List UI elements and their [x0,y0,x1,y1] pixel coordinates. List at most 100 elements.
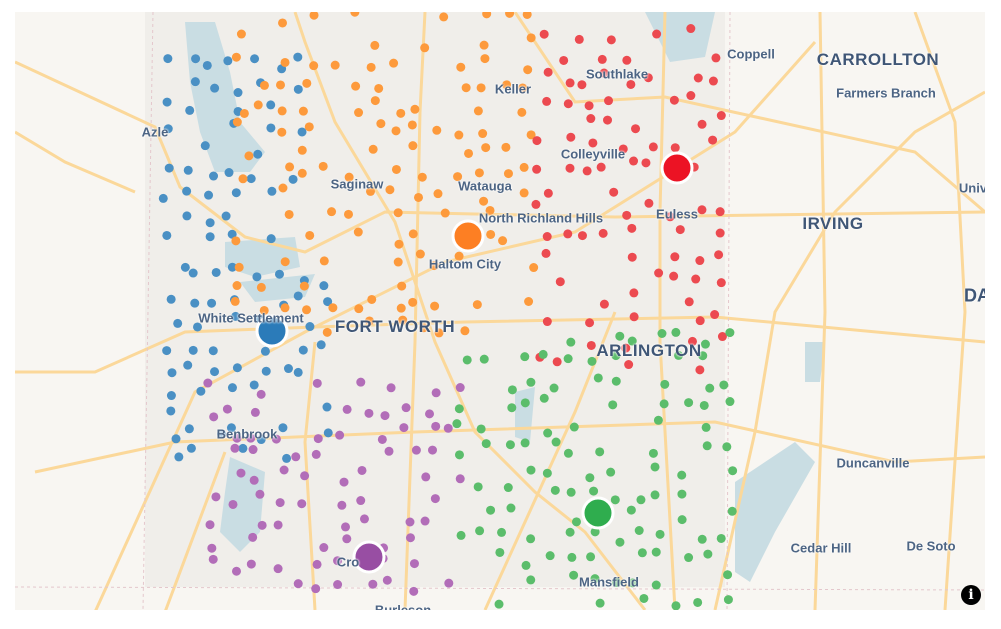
purple-cluster-point [313,434,323,444]
orange-cluster-point [529,263,539,273]
red-cluster-point [643,73,653,83]
orange-cluster-point [454,130,464,140]
blue-cluster-point [191,54,201,64]
green-cluster-point [526,377,536,387]
green-cluster-point [476,424,486,434]
purple-cluster-point [257,520,267,530]
orange-cluster-point [434,328,444,338]
purple-cluster-point [411,445,421,455]
blue-cluster-point [190,77,200,87]
blue-cluster-point [202,60,212,70]
green-cluster-point [587,356,597,366]
green-cluster-point [462,355,472,365]
place-label-nrh: North Richland Hills [478,210,604,226]
blue-cluster-point [167,368,177,378]
orange-cluster-point [519,162,529,172]
blue-cluster-point [164,163,174,173]
place-label-dallas: DA [964,285,985,306]
blue-cluster-point [227,229,237,239]
purple-cluster-point [386,383,396,393]
red-cluster-centroid[interactable] [660,151,694,185]
red-cluster-point [577,80,587,90]
orange-cluster-point [236,29,246,39]
blue-cluster-point [267,186,277,196]
orange-cluster-point [330,60,340,70]
blue-cluster-point [238,443,248,453]
green-cluster-point [563,354,573,364]
orange-cluster-point [368,144,378,154]
place-label-euless: Euless [656,206,698,222]
red-cluster-point [577,231,587,241]
red-cluster-point [716,278,726,288]
blue-cluster-point [209,171,219,181]
orange-cluster-point [364,316,374,326]
red-cluster-point [693,73,703,83]
purple-cluster-point [279,465,289,475]
place-label-crowley: Cro [336,554,360,570]
blue-cluster-point [221,211,231,221]
orange-cluster-point [309,12,319,20]
green-cluster-point [660,379,670,389]
green-cluster-point [677,470,687,480]
orange-cluster-point [302,78,312,88]
red-cluster-point [543,67,553,77]
green-cluster-point [700,339,710,349]
purple-cluster-point [208,554,218,564]
blue-cluster-point [297,127,307,137]
orange-cluster-point [454,251,464,261]
green-cluster-point [615,537,625,547]
blue-cluster-point [253,149,263,159]
map[interactable]: Azle Saginaw Keller Southlake Colleyville Wat… [15,12,985,610]
blue-cluster-centroid[interactable] [255,314,289,348]
green-cluster-point [608,400,618,410]
green-cluster-point [677,515,687,525]
place-label-colleyville: Colleyville [560,146,626,162]
purple-cluster-point [275,498,285,508]
blue-cluster-point [282,453,292,463]
orange-cluster-point [344,172,354,182]
green-cluster-centroid[interactable] [581,496,615,530]
red-cluster-point [717,332,727,342]
purple-cluster-point [380,411,390,421]
red-cluster-point [563,229,573,239]
place-label-benbrook: Benbrook [216,426,278,442]
purple-cluster-point [425,409,435,419]
cluster-centroids [255,151,694,574]
place-label-keller: Keller [494,81,532,97]
orange-cluster-point [481,143,491,153]
purple-cluster-point [333,580,343,590]
blue-cluster-point [200,141,210,151]
blue-cluster-point [184,424,194,434]
purple-cluster-point [222,404,232,414]
purple-cluster-point [236,468,246,478]
red-cluster-point [555,277,565,287]
green-cluster-point [606,467,616,477]
red-cluster-point [586,340,596,350]
info-icon[interactable]: i [961,585,981,605]
blue-cluster-point [266,100,276,110]
purple-cluster-centroid[interactable] [352,540,386,574]
purple-cluster-point [357,465,367,475]
green-cluster-point [701,422,711,432]
green-cluster-point [475,526,485,536]
purple-cluster-point [209,412,219,422]
orange-cluster-point [239,108,249,118]
green-cluster-point [650,462,660,472]
orange-cluster-point [526,130,536,140]
orange-cluster-point [256,282,266,292]
green-cluster-point [545,551,555,561]
red-cluster-point [597,54,607,64]
blue-cluster-point [298,345,308,355]
green-cluster-point [650,490,660,500]
red-cluster-point [687,336,697,346]
green-cluster-point [505,440,515,450]
red-cluster-point [670,143,680,153]
green-cluster-point [628,578,638,588]
orange-cluster-centroid[interactable] [451,219,485,253]
green-cluster-point [571,517,581,527]
blue-cluster-point [183,360,193,370]
purple-cluster-point [339,477,349,487]
blue-cluster-point [256,435,266,445]
green-cluster-point [569,422,579,432]
green-cluster-point [549,383,559,393]
